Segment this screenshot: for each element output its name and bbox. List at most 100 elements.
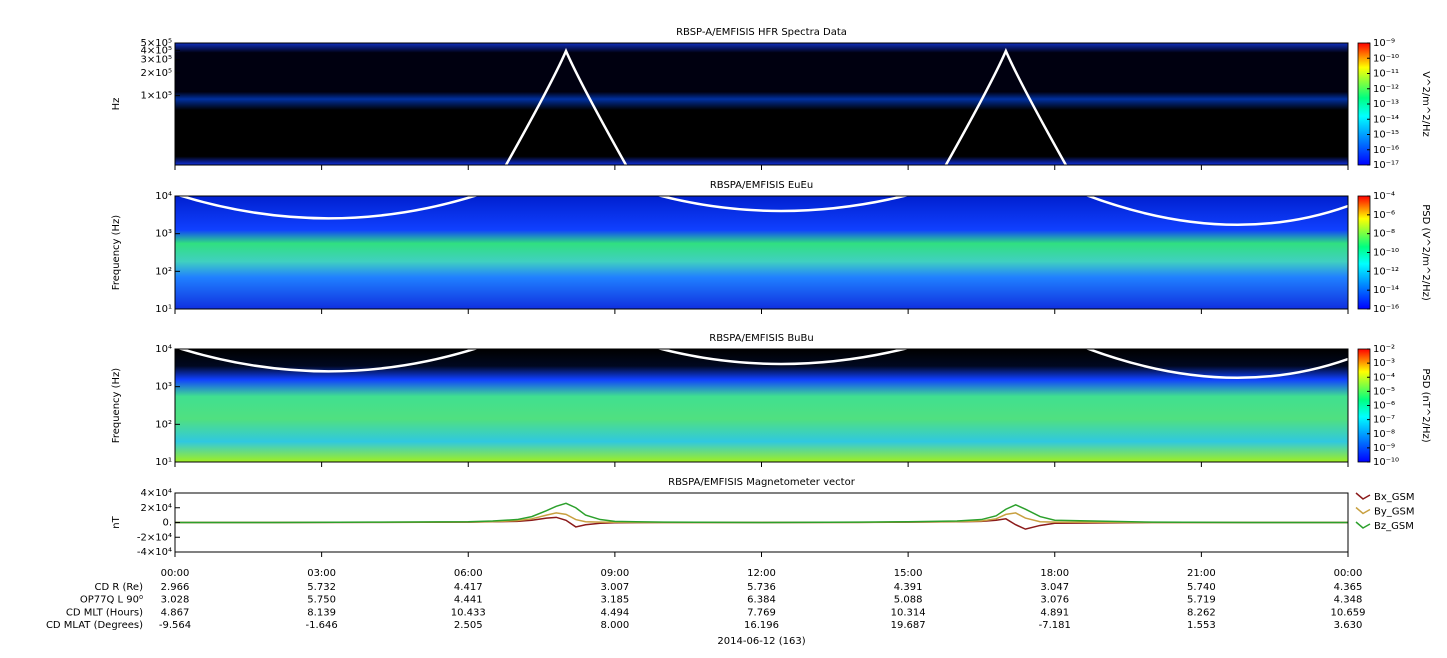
y-tick-label: 1×10⁵ (141, 91, 172, 102)
legend-label: Bz_GSM (1374, 521, 1414, 532)
x-tick-label: 21:00 (1187, 568, 1216, 579)
y-tick-label: 10² (155, 266, 172, 277)
ephemeris-value: 2.966 (161, 582, 190, 593)
series-line (175, 502, 1348, 524)
x-tick-label: 00:00 (161, 568, 190, 579)
colorbar-tick-label: 10⁻¹¹ (1373, 69, 1399, 80)
ephemeris-value: 4.494 (601, 607, 630, 618)
ephemeris-value: 10.433 (451, 607, 486, 618)
ephemeris-label: CD MLAT (Degrees) (46, 620, 143, 631)
y-tick-label: 10³ (155, 229, 172, 240)
ephemeris-value: 10.659 (1331, 607, 1366, 618)
y-tick-label: 10¹ (155, 457, 172, 468)
ephemeris-value: 19.687 (891, 620, 926, 631)
y-tick-label: -4×10⁴ (137, 547, 172, 558)
colorbar-label: V^2/m^2/Hz (1420, 71, 1431, 137)
ephemeris-label: OP77Q L 90⁰ (80, 595, 143, 606)
x-tick-label: 00:00 (1334, 568, 1363, 579)
colorbar-tick-label: 10⁻⁶ (1373, 210, 1395, 221)
fce-curve (177, 196, 1348, 227)
y-tick-label: 4×10⁴ (141, 488, 172, 499)
ephemeris-value: 5.088 (894, 595, 923, 606)
ephemeris-value: -7.181 (1039, 620, 1071, 631)
colorbar-tick-label: 10⁻¹² (1373, 266, 1399, 277)
ephemeris-value: -1.646 (306, 620, 338, 631)
ephemeris-value: 5.736 (747, 582, 776, 593)
x-tick-label: 18:00 (1040, 568, 1069, 579)
colorbar-tick-label: 10⁻¹⁰ (1373, 248, 1399, 259)
ephemeris-value: 5.719 (1187, 595, 1216, 606)
colorbar-tick-label: 10⁻³ (1373, 358, 1395, 369)
ephemeris-value: 5.740 (1187, 582, 1216, 593)
colorbar-tick-label: 10⁻⁹ (1373, 38, 1395, 49)
legend-swatch (1355, 506, 1371, 515)
legend-swatch (1355, 492, 1371, 500)
colorbar-tick-label: 10⁻⁴ (1373, 191, 1395, 202)
y-tick-label: 10⁴ (155, 344, 172, 355)
colorbar-tick-label: 10⁻² (1373, 344, 1395, 355)
y-tick-label: 3×10⁵ (141, 55, 172, 66)
x-tick-label: 06:00 (454, 568, 483, 579)
ephemeris-value: 3.028 (161, 595, 190, 606)
colorbar-label: PSD (nT^2/Hz) (1420, 368, 1431, 442)
panel-title: RBSPA/EMFISIS BuBu (709, 333, 813, 344)
ephemeris-value: 5.750 (307, 595, 336, 606)
ephemeris-value: 4.348 (1334, 595, 1363, 606)
ephemeris-value: 4.441 (454, 595, 483, 606)
legend-swatch (1355, 521, 1371, 529)
fce-curve (504, 47, 1067, 165)
spectrogram-image (175, 43, 1348, 165)
y-axis-label: Frequency (Hz) (111, 215, 122, 291)
ephemeris-value: 4.417 (454, 582, 483, 593)
date-label: 2014-06-12 (163) (717, 636, 805, 647)
panel-title: RBSPA/EMFISIS EuEu (710, 180, 813, 191)
y-tick-label: 10¹ (155, 304, 172, 315)
colorbar-tick-label: 10⁻⁸ (1373, 429, 1395, 440)
ephemeris-value: 7.769 (747, 607, 776, 618)
ephemeris-value: 3.007 (601, 582, 630, 593)
ephemeris-label: CD R (Re) (95, 582, 144, 593)
x-tick-label: 09:00 (600, 568, 629, 579)
ephemeris-value: 3.076 (1040, 595, 1069, 606)
colorbar-tick-label: 10⁻¹² (1373, 84, 1399, 95)
legend-label: Bx_GSM (1374, 492, 1415, 503)
ephemeris-value: 16.196 (744, 620, 779, 631)
ephemeris-value: 4.891 (1040, 607, 1069, 618)
ephemeris-value: 3.185 (601, 595, 630, 606)
y-axis-label: nT (111, 515, 122, 528)
ephemeris-value: 1.553 (1187, 620, 1216, 631)
panel-title: RBSP-A/EMFISIS HFR Spectra Data (676, 27, 847, 38)
colorbar-tick-label: 10⁻¹⁶ (1373, 145, 1399, 156)
colorbar-tick-label: 10⁻⁹ (1373, 443, 1395, 454)
ephemeris-value: 4.391 (894, 582, 923, 593)
ephemeris-label: CD MLT (Hours) (66, 607, 143, 618)
ephemeris-value: 8.139 (307, 607, 336, 618)
spectrogram-image (175, 196, 1348, 309)
x-tick-label: 03:00 (307, 568, 336, 579)
y-axis-label: Hz (111, 98, 122, 111)
colorbar-label: PSD (V^2/m^2/Hz) (1420, 204, 1431, 301)
colorbar-tick-label: 10⁻⁷ (1373, 415, 1395, 426)
legend-label: By_GSM (1374, 507, 1415, 518)
ephemeris-value: -9.564 (159, 620, 191, 631)
colorbar-tick-label: 10⁻⁸ (1373, 229, 1395, 240)
ephemeris-value: 3.630 (1334, 620, 1363, 631)
colorbar-tick-label: 10⁻⁴ (1373, 372, 1395, 383)
colorbar-tick-label: 10⁻¹⁷ (1373, 160, 1399, 171)
colorbar-tick-label: 10⁻¹⁵ (1373, 130, 1399, 141)
colorbar-tick-label: 10⁻¹⁰ (1373, 53, 1399, 64)
y-tick-label: 5×10⁵ (141, 38, 172, 49)
ephemeris-value: 3.047 (1040, 582, 1069, 593)
y-tick-label: 10² (155, 419, 172, 430)
y-tick-label: 2×10⁵ (141, 68, 172, 79)
ephemeris-value: 4.365 (1334, 582, 1363, 593)
y-tick-label: 10⁴ (155, 191, 172, 202)
ephemeris-value: 8.000 (601, 620, 630, 631)
colorbar-tick-label: 10⁻⁵ (1373, 386, 1395, 397)
ephemeris-value: 8.262 (1187, 607, 1216, 618)
y-axis-label: Frequency (Hz) (111, 368, 122, 444)
ephemeris-value: 10.314 (891, 607, 926, 618)
ephemeris-value: 6.384 (747, 595, 776, 606)
